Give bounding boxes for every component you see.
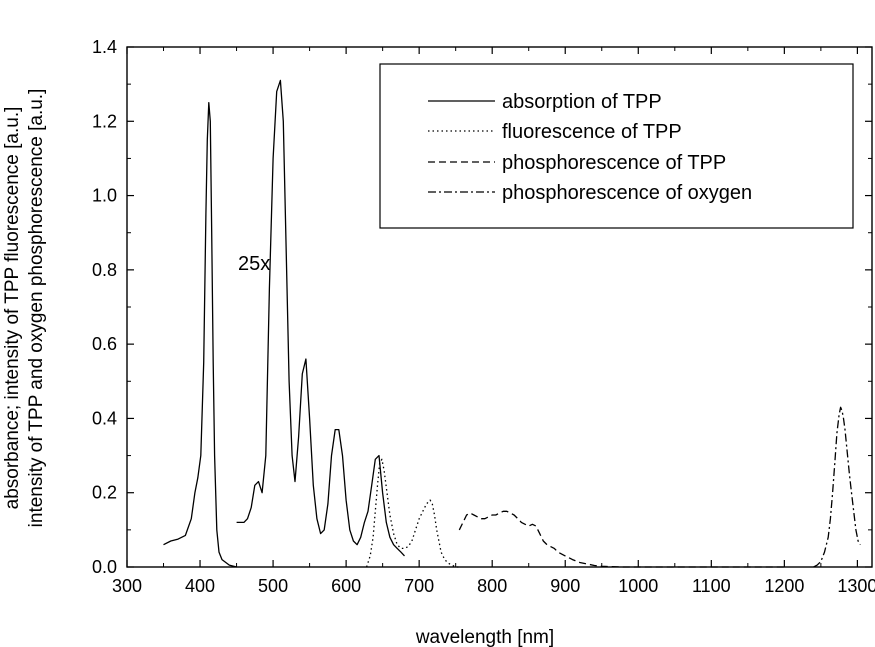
x-tick-label: 300 [112,576,142,596]
y-tick-label: 1.4 [92,37,117,57]
legend: absorption of TPP fluorescence of TPP ph… [379,63,854,229]
y-tick-label: 1.2 [92,111,117,131]
series-layer [163,79,861,568]
x-tick-label: 1100 [692,576,731,596]
y-axis-label-line-2: intensity of TPP and oxygen phosphoresce… [26,89,47,528]
y-tick-label: 0.6 [92,334,117,354]
x-tick-label: 1300 [837,576,875,596]
series-line-absorption-of-tpp [163,102,237,568]
y-tick-label: 0.8 [92,260,117,280]
x-tick-label: 900 [550,576,580,596]
x-tick-label: 700 [404,576,434,596]
legend-label-phosphorescence-oxygen: phosphorescence of oxygen [502,182,752,204]
y-tick-label: 0.2 [92,483,117,503]
y-tick-label: 1.0 [92,186,117,206]
y-tick-label: 0.0 [92,557,117,577]
x-axis-label: wavelength [nm] [415,627,554,647]
series-line-phosphorescence-of-oxygen [813,406,861,568]
y-axis-label-line-1: absorbance; intensity of TPP fluorescenc… [2,107,23,510]
series-line-phosphorescence-of-tpp [458,510,785,568]
x-tick-label: 400 [185,576,215,596]
legend-box [379,63,854,229]
x-tick-label: 600 [331,576,361,596]
x-tick-label: 500 [258,576,288,596]
legend-label-phosphorescence-tpp: phosphorescence of TPP [502,152,726,174]
x-tick-label: 1200 [764,576,804,596]
tick-layer: 300 400 500 600 700 800 900 1000 1100 1200 1300 0.0… [92,37,875,596]
x-tick-label: 1000 [618,576,658,596]
y-tick-label: 0.4 [92,408,117,428]
legend-label-fluorescence: fluorescence of TPP [502,121,682,143]
annotation-25x: 25x [238,253,270,275]
legend-label-absorption: absorption of TPP [502,91,662,113]
series-line-absorption-of-tpp-25x [236,79,405,557]
x-tick-label: 800 [477,576,507,596]
